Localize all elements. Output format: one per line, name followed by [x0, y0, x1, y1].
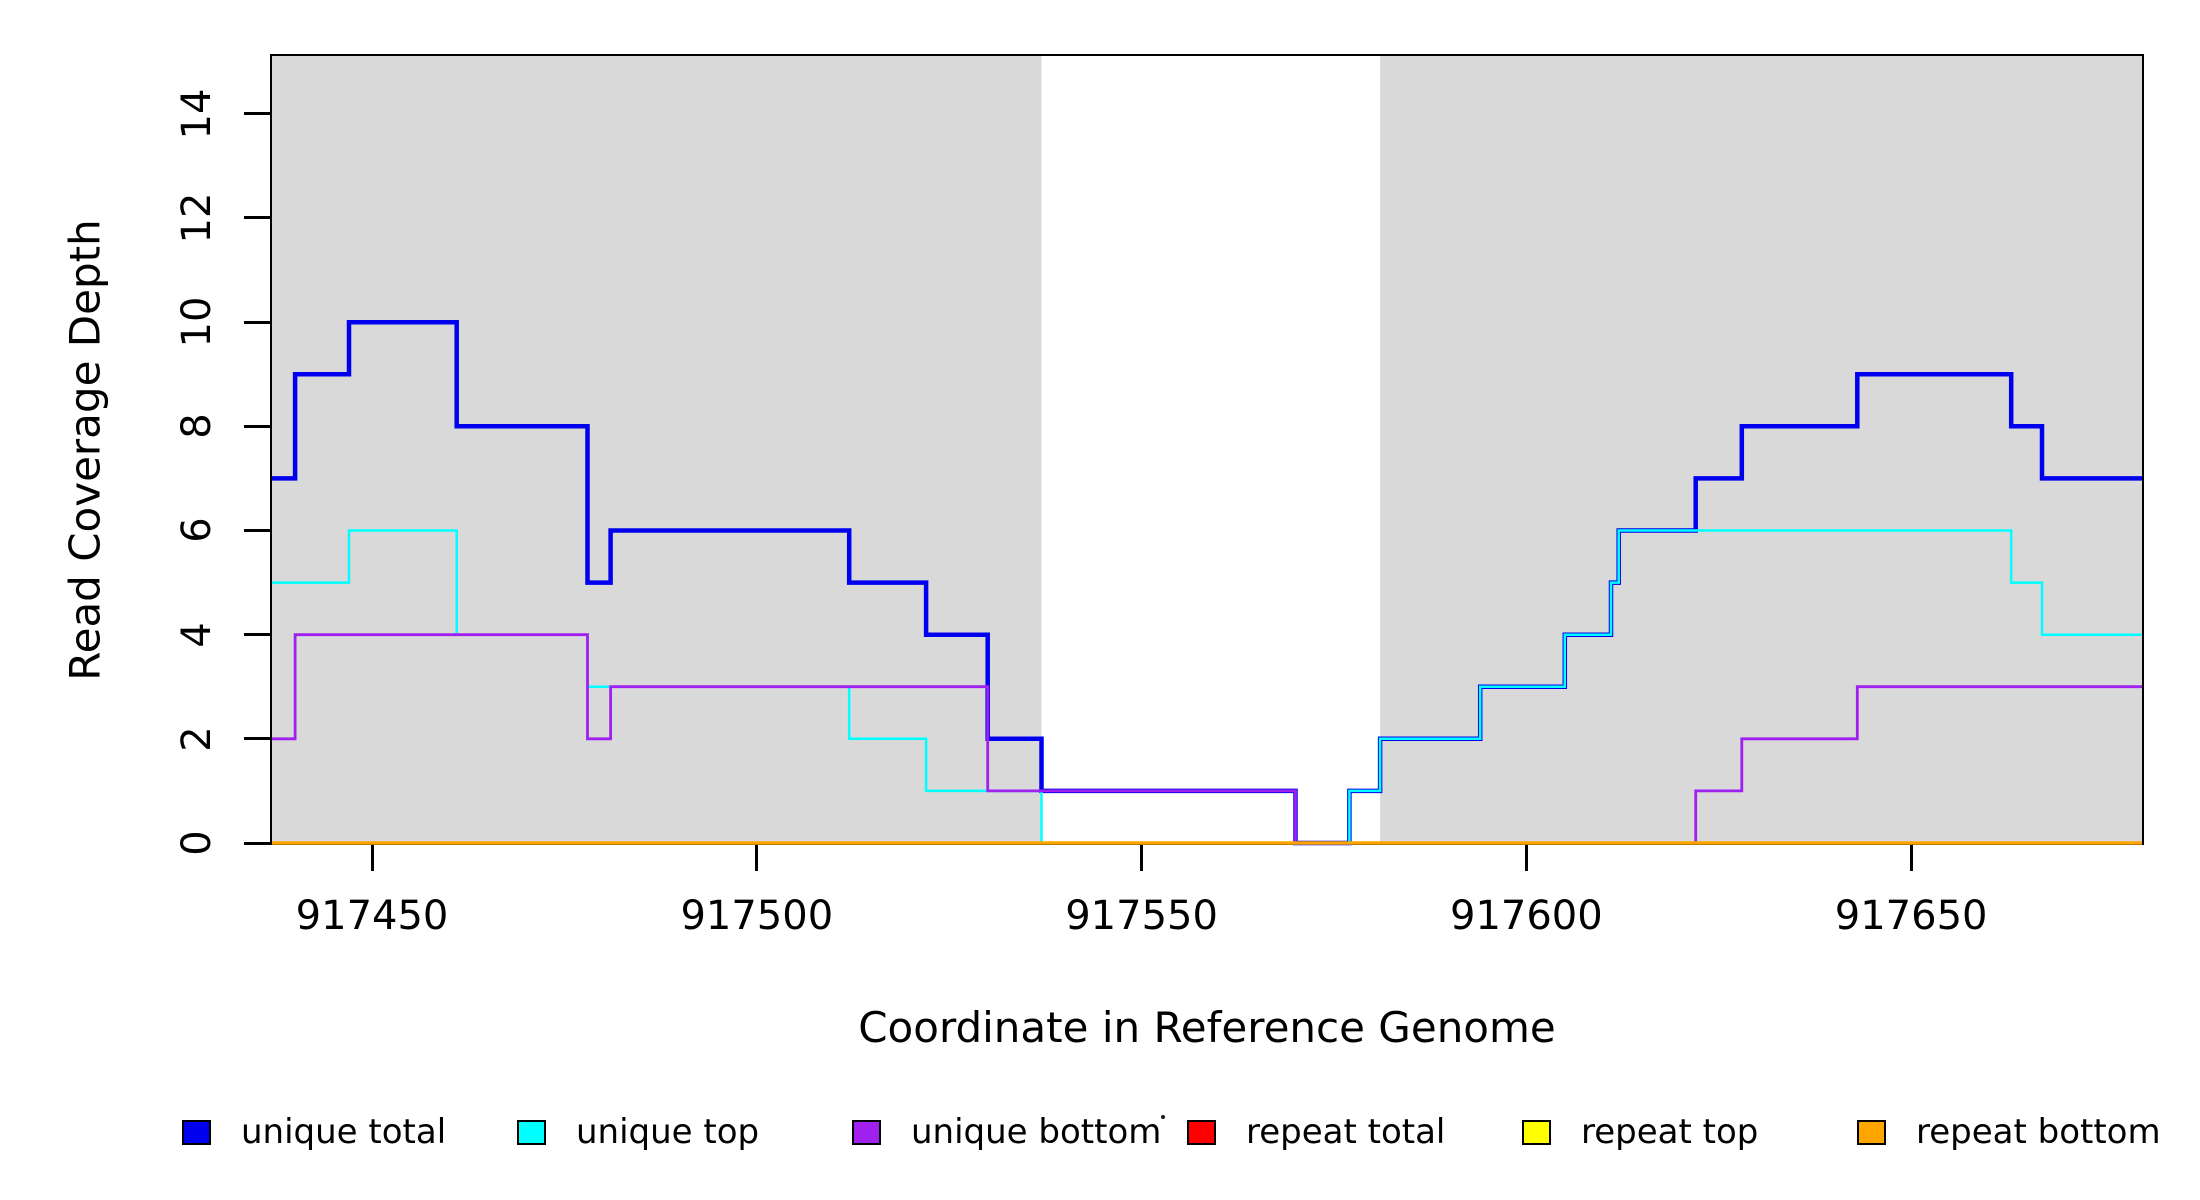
legend-label: unique top [576, 1112, 760, 1152]
series-unique-bottom [272, 633, 2142, 845]
legend-item-repeat-top: repeat top [1522, 1108, 1758, 1156]
x-tick-label: 917500 [680, 893, 834, 939]
plot-svg [272, 56, 2142, 846]
y-tick-label: 8 [174, 413, 220, 440]
legend-label: repeat bottom [1916, 1112, 2161, 1152]
shaded-region [1380, 56, 2142, 843]
legend-swatch-icon [1857, 1119, 1886, 1145]
y-tick-label: 0 [174, 830, 220, 856]
legend-swatch-icon [1187, 1119, 1216, 1145]
legend-item-unique-total: unique total [182, 1108, 446, 1156]
y-tick [244, 216, 271, 220]
legend-item-unique-bottom: unique bottom [852, 1108, 1161, 1156]
legend-item-unique-top: unique top [517, 1108, 759, 1156]
legend-label: repeat total [1246, 1112, 1446, 1152]
y-axis-title: Read Coverage Depth [60, 219, 110, 681]
y-tick [244, 112, 271, 116]
y-tick [244, 737, 271, 741]
y-tick-label: 2 [174, 726, 220, 752]
legend-swatch-icon [852, 1119, 881, 1145]
shaded-region [272, 56, 1042, 843]
y-tick-label: 6 [174, 517, 220, 544]
x-tick [1140, 845, 1144, 871]
y-tick-label: 14 [174, 88, 220, 140]
legend-label: unique bottom [911, 1112, 1162, 1152]
legend-swatch-icon [1522, 1119, 1551, 1145]
legend-label: unique total [241, 1112, 447, 1152]
legend-label: repeat top [1581, 1112, 1759, 1152]
x-tick [755, 845, 759, 871]
x-tick-label: 917450 [295, 893, 449, 939]
x-tick [370, 845, 374, 871]
legend-item-repeat-total: repeat total [1187, 1108, 1445, 1156]
y-tick [244, 424, 271, 428]
x-tick-label: 917550 [1065, 893, 1218, 939]
stray-dot [1161, 1115, 1165, 1119]
x-axis-title: Coordinate in Reference Genome [858, 1003, 1556, 1052]
x-tick-label: 917600 [1450, 893, 1603, 939]
x-tick [1909, 845, 1913, 871]
x-tick-label: 917650 [1834, 893, 1988, 939]
y-tick-label: 10 [174, 296, 220, 348]
y-tick [244, 320, 271, 324]
x-tick [1524, 845, 1528, 871]
y-tick-label: 4 [174, 621, 220, 648]
y-tick [244, 841, 271, 845]
legend-swatch-icon [517, 1119, 546, 1145]
legend-swatch-icon [182, 1119, 211, 1145]
legend-item-repeat-bottom: repeat bottom [1857, 1108, 2161, 1156]
y-tick [244, 633, 271, 637]
y-tick [244, 528, 271, 532]
y-tick-label: 12 [174, 192, 220, 244]
